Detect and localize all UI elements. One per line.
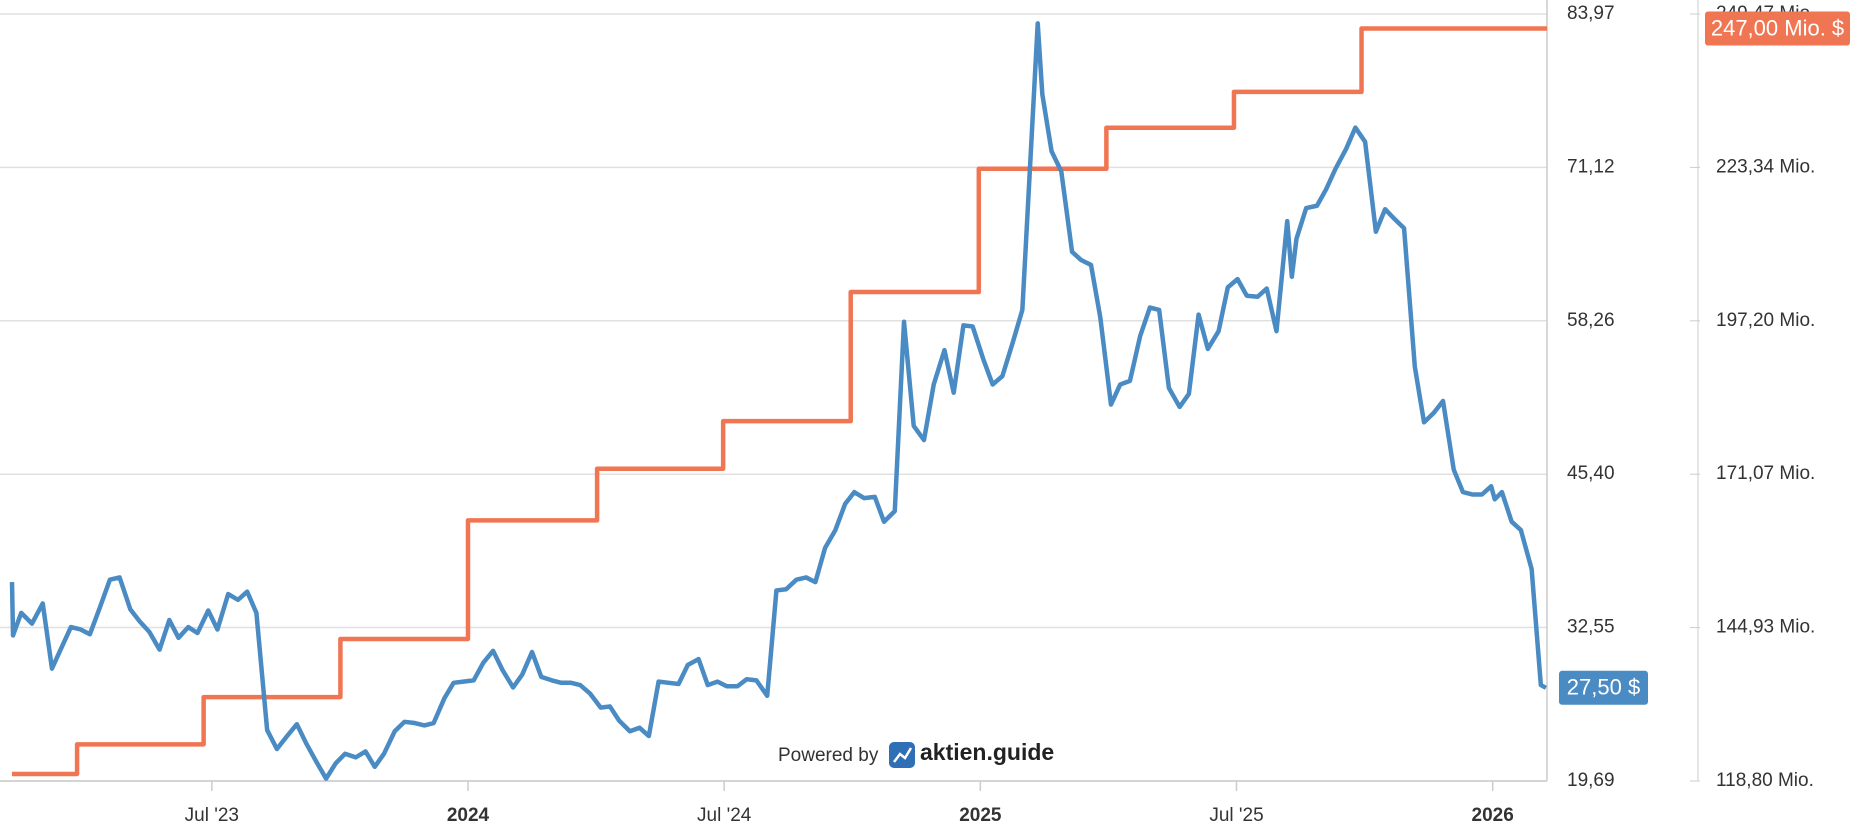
y2-tick-label: 118,80 Mio. (1716, 770, 1814, 791)
x-tick-label: Jul '24 (697, 805, 752, 826)
y-tick-label: 32,55 (1567, 617, 1615, 638)
series-line (9, 21, 1548, 781)
y2-tick-label: 144,93 Mio. (1716, 617, 1815, 638)
end-badge (1705, 11, 1850, 46)
x-tick-label: 2025 (959, 805, 1002, 826)
y2-tick-label: 171,07 Mio. (1716, 463, 1815, 484)
y-tick-label: 58,26 (1567, 310, 1615, 331)
y-tick-label: 83,97 (1567, 3, 1615, 24)
end-label: 247,00 Mio. $ (1711, 15, 1844, 40)
y2-tick-label: 223,34 Mio. (1716, 156, 1815, 177)
x-tick-label: Jul '23 (185, 805, 239, 826)
end-label: 27,50 $ (1567, 675, 1640, 700)
labels: 19,69 32,55 45,40 58,26 71,12 83,97 118,80 Mio… (185, 3, 1850, 826)
watermark-prefix: Powered by (778, 745, 879, 766)
x-tick-label: Jul '25 (1209, 805, 1263, 826)
x-tick-label: 2026 (1472, 805, 1514, 826)
end-badge (1559, 670, 1648, 705)
y-tick-label: 19,69 (1567, 770, 1615, 791)
y-tick-label: 45,40 (1567, 463, 1615, 484)
y-tick-label: 71,12 (1567, 156, 1615, 177)
watermark-brand: aktien.guide (920, 739, 1054, 765)
x-tick-label: 2024 (447, 805, 490, 826)
watermark-icon-arrow (893, 747, 913, 763)
series-line (12, 26, 1547, 777)
y2-tick-label: 197,20 Mio. (1716, 310, 1815, 331)
watermark: Powered by aktien.guide (778, 739, 1054, 768)
plot-area (9, 21, 1548, 781)
